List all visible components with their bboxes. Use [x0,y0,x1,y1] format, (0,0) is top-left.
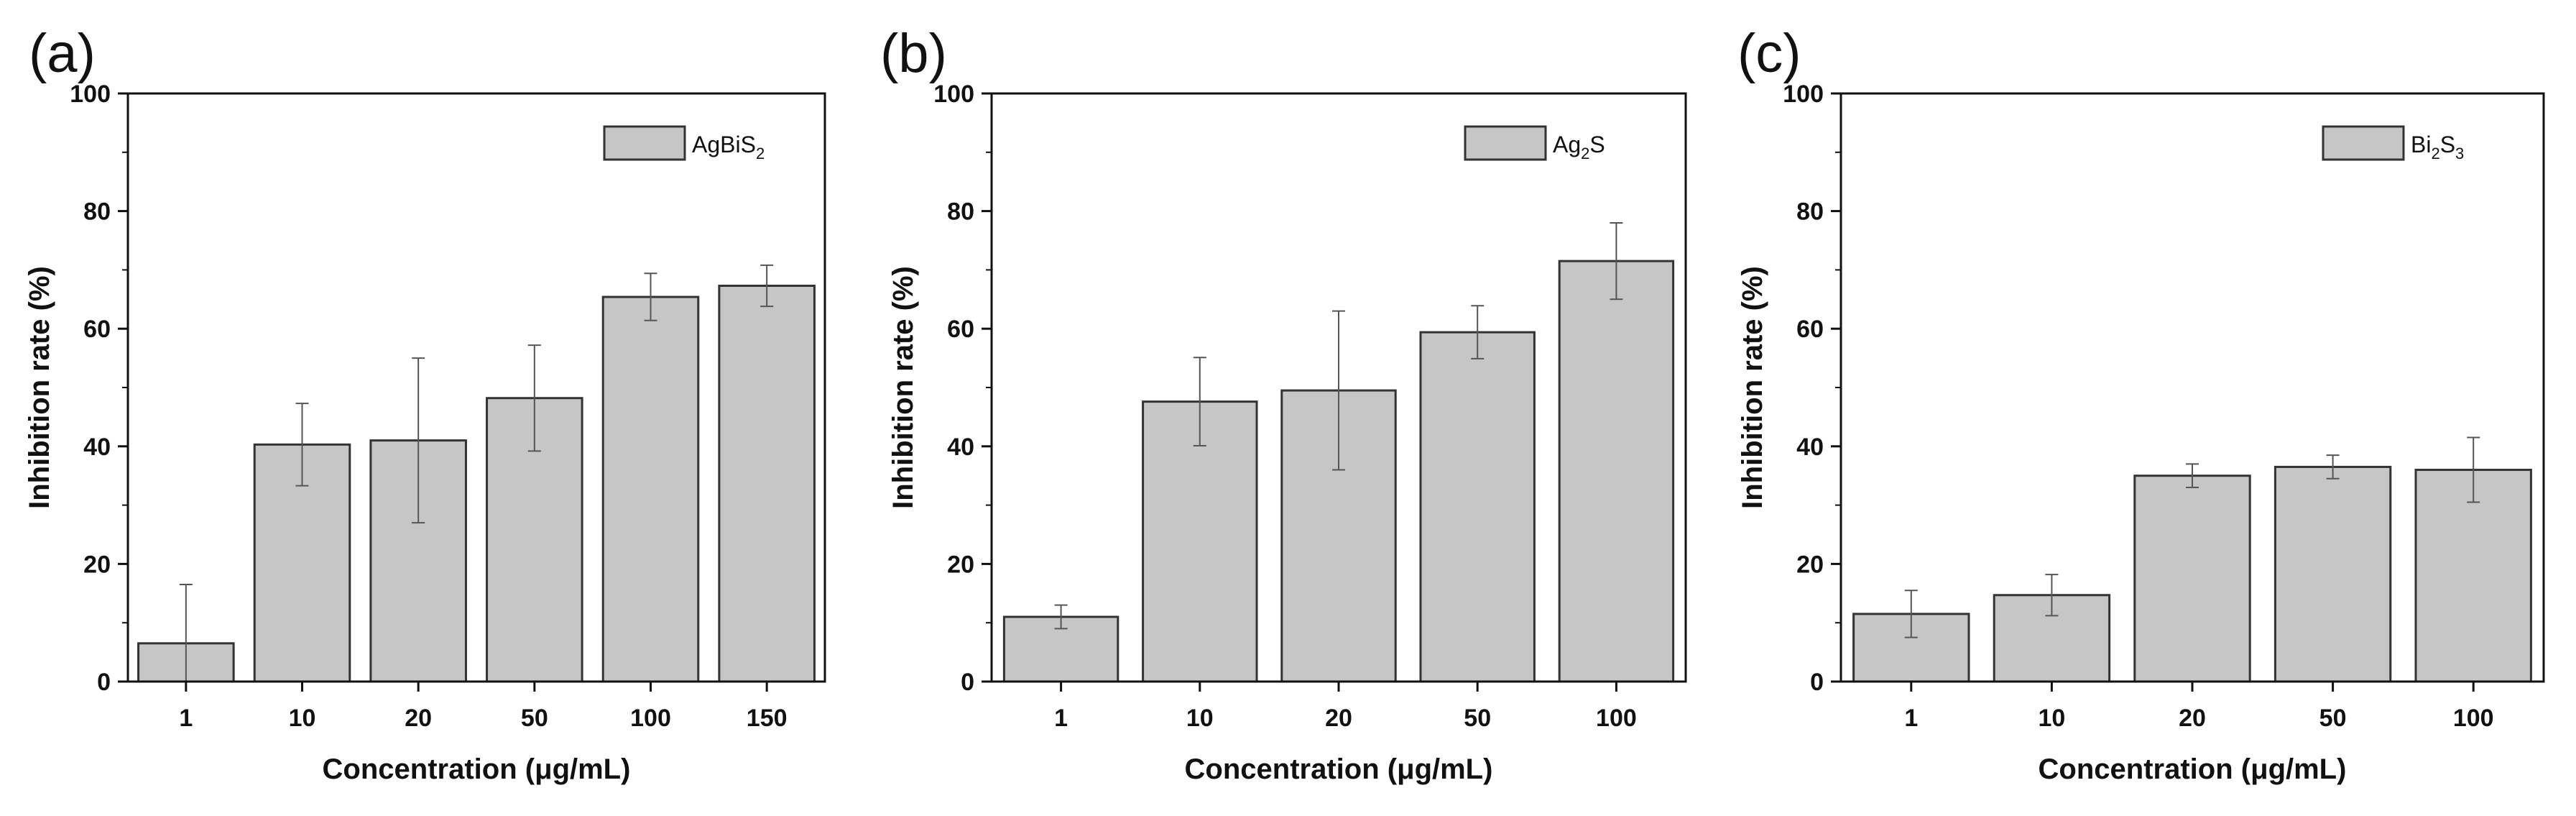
legend-label: Bi2S3 [2411,132,2464,162]
y-tick-label: 60 [83,316,111,343]
y-tick-label: 20 [947,551,974,578]
x-tick-label: 100 [630,705,671,732]
legend-label-subscript: 2 [2431,145,2439,162]
legend-label-subscript: 3 [2455,145,2464,162]
bar [601,295,700,683]
y-tick-label: 60 [947,316,974,343]
y-tick-label: 20 [83,551,111,578]
x-tick-label: 150 [747,705,788,732]
y-axis-title: Inhibition rate (%) [24,266,55,509]
y-tick-label: 80 [83,198,111,226]
y-tick-label: 40 [83,434,111,461]
y-tick-label: 60 [1796,316,1824,343]
chart-panel-b: (b) 1 10 20 50 100 0 20 40 60 80 100 Concentration (… [880,23,1687,785]
y-axis-title: Inhibition rate (%) [887,266,919,509]
x-tick-label: 10 [2038,705,2065,732]
legend-label-part: S [2440,132,2455,157]
y-tick-label: 100 [933,81,974,108]
y-tick-label: 0 [1810,669,1824,696]
bar [1558,260,1675,683]
legend-label: Ag2S [1553,132,1605,162]
x-tick-label: 50 [2319,705,2347,732]
y-tick-label: 40 [947,434,974,461]
y-axis-title: Inhibition rate (%) [1737,266,1768,509]
legend-swatch [1464,125,1547,161]
legend-label: AgBiS2 [692,132,765,162]
x-tick-label: 1 [1904,705,1918,732]
panel-label: (b) [880,23,947,84]
x-axis-title: Concentration (μg/mL) [1185,753,1493,785]
y-tick-label: 80 [1796,198,1824,226]
legend-label-subscript: 2 [1581,145,1589,162]
y-tick-label: 0 [97,669,111,696]
legend-swatch [2322,125,2405,161]
y-tick-label: 40 [1796,434,1824,461]
bar [2414,469,2532,683]
x-tick-label: 20 [1325,705,1352,732]
legend-label-part: Bi [2411,132,2431,157]
x-tick-label: 1 [179,705,193,732]
bar [1419,331,1536,683]
x-tick-label: 1 [1054,705,1068,732]
legend-label-subscript: 2 [756,145,765,162]
chart-panel-c: (c) 1 10 20 50 100 0 20 40 60 80 100 Concentration (… [1737,23,2545,785]
bar [718,284,816,683]
legend-label-part: AgBiS [692,132,756,157]
panel-label: (c) [1737,23,1801,84]
x-tick-label: 100 [1596,705,1637,732]
y-tick-label: 20 [1796,551,1824,578]
x-tick-label: 20 [2179,705,2206,732]
x-tick-label: 100 [2453,705,2494,732]
x-tick-label: 50 [521,705,548,732]
y-tick-label: 100 [1783,81,1824,108]
panel-label: (a) [29,23,96,84]
y-tick-label: 0 [961,669,974,696]
y-tick-label: 80 [947,198,974,226]
x-axis-title: Concentration (μg/mL) [2039,753,2347,785]
x-tick-label: 10 [1186,705,1214,732]
x-tick-label: 50 [1464,705,1491,732]
bar [2273,465,2392,683]
x-tick-label: 20 [405,705,432,732]
bar [1142,400,1258,683]
x-axis-title: Concentration (μg/mL) [323,753,631,785]
chart-panel-a: (a) 1 10 20 50 100 150 0 20 40 60 80 100 Concentratio… [24,23,826,785]
y-tick-label: 100 [70,81,111,108]
bar [2133,475,2251,683]
legend-label-part: Ag [1553,132,1581,157]
x-tick-label: 10 [289,705,316,732]
legend-swatch [603,125,686,161]
legend-label-part: S [1589,132,1605,157]
